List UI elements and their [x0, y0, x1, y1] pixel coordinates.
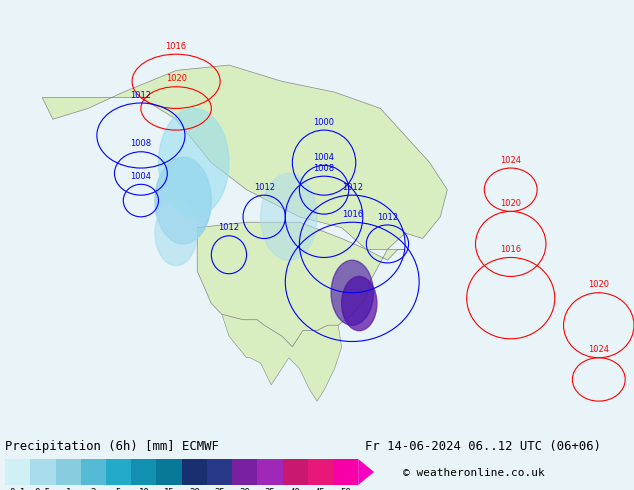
- Bar: [5, 459, 30, 485]
- Text: 1008: 1008: [313, 164, 335, 173]
- Bar: [157, 459, 181, 485]
- Circle shape: [155, 200, 197, 266]
- Text: 40: 40: [290, 488, 301, 490]
- Text: 50: 50: [340, 488, 351, 490]
- Text: 20: 20: [189, 488, 200, 490]
- Polygon shape: [222, 315, 342, 401]
- Polygon shape: [42, 65, 448, 249]
- Bar: [257, 459, 283, 485]
- Text: 1012: 1012: [131, 91, 152, 99]
- Text: 1016: 1016: [500, 245, 521, 254]
- Polygon shape: [358, 459, 374, 485]
- Text: 0.5: 0.5: [35, 488, 51, 490]
- Text: 15: 15: [164, 488, 174, 490]
- Text: 1024: 1024: [588, 345, 609, 354]
- Text: 5: 5: [116, 488, 121, 490]
- Circle shape: [342, 276, 377, 331]
- Text: Precipitation (6h) [mm] ECMWF: Precipitation (6h) [mm] ECMWF: [5, 441, 219, 453]
- Bar: [181, 459, 207, 485]
- Text: 1016: 1016: [165, 42, 186, 51]
- Text: © weatheronline.co.uk: © weatheronline.co.uk: [403, 468, 545, 478]
- Text: Fr 14-06-2024 06..12 UTC (06+06): Fr 14-06-2024 06..12 UTC (06+06): [365, 441, 600, 453]
- Text: 1012: 1012: [342, 183, 363, 192]
- Polygon shape: [197, 222, 405, 347]
- Bar: [81, 459, 106, 485]
- Text: 1016: 1016: [342, 210, 363, 219]
- Text: 1000: 1000: [314, 118, 335, 127]
- Text: 1020: 1020: [588, 280, 609, 289]
- Text: 35: 35: [264, 488, 275, 490]
- Bar: [232, 459, 257, 485]
- Bar: [30, 459, 56, 485]
- Text: 30: 30: [239, 488, 250, 490]
- Circle shape: [331, 260, 373, 325]
- Text: 1012: 1012: [254, 183, 275, 192]
- Circle shape: [158, 108, 229, 217]
- Circle shape: [155, 157, 211, 244]
- Circle shape: [261, 173, 317, 260]
- Bar: [207, 459, 232, 485]
- Text: 0.1: 0.1: [10, 488, 26, 490]
- Text: 1012: 1012: [377, 213, 398, 221]
- Bar: [333, 459, 358, 485]
- Text: 1004: 1004: [131, 172, 152, 181]
- Text: 2: 2: [91, 488, 96, 490]
- Text: 25: 25: [214, 488, 225, 490]
- Text: 1024: 1024: [500, 156, 521, 165]
- Bar: [131, 459, 157, 485]
- Text: 1020: 1020: [500, 199, 521, 208]
- Bar: [106, 459, 131, 485]
- Text: 45: 45: [315, 488, 326, 490]
- Text: 1012: 1012: [219, 223, 240, 232]
- Text: 1: 1: [65, 488, 71, 490]
- Text: 1008: 1008: [131, 139, 152, 148]
- Text: 1020: 1020: [165, 74, 186, 83]
- Text: 10: 10: [138, 488, 149, 490]
- Bar: [307, 459, 333, 485]
- Text: 1004: 1004: [314, 153, 335, 162]
- Bar: [283, 459, 307, 485]
- Bar: [56, 459, 81, 485]
